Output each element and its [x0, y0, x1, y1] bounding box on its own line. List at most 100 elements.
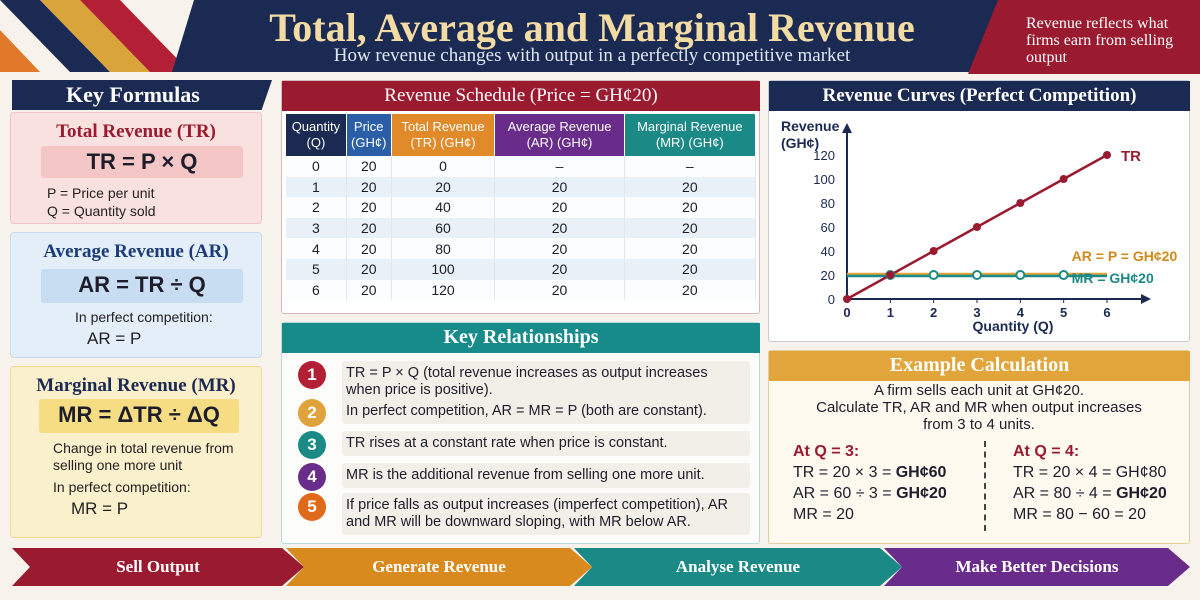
relationship-number-badge: 5 — [298, 493, 326, 521]
example-divider — [984, 441, 986, 531]
column-header-line: Average Revenue — [507, 119, 612, 134]
formula-title: Total Revenue (TR) — [56, 121, 216, 142]
data-point — [1015, 270, 1026, 280]
series-label: TR — [1121, 148, 1141, 165]
table-row: 3 20 60 20 20 — [286, 217, 757, 239]
example-result: GH¢20 — [896, 485, 947, 502]
formula-note: Q = Quantity sold — [47, 203, 156, 219]
column-header-line: (MR) (GH¢) — [655, 135, 724, 150]
formula-note: selling one more unit — [53, 457, 183, 473]
formula-note: Change in total revenue from — [53, 440, 234, 456]
y-axis-label: Revenue — [781, 118, 840, 134]
formula-equation: AR = TR ÷ Q — [41, 269, 243, 303]
table-cell: – — [624, 156, 757, 177]
revenue-curves-panel: Revenue Curves (Perfect Competition) Rev… — [768, 80, 1190, 342]
x-tick-label: 2 — [930, 305, 937, 320]
table-cell: 20 — [494, 238, 625, 259]
table-cell: 20 — [494, 217, 625, 239]
table-cell: 40 — [391, 197, 496, 218]
chart-title: Revenue Curves (Perfect Competition) — [769, 81, 1190, 111]
formula-card-tr: Total Revenue (TR) TR = P × Q P = Price … — [10, 112, 262, 224]
column-header-line: (Q) — [306, 135, 326, 150]
example-step: MR = 80 − 60 = 20 — [1013, 506, 1146, 523]
schedule-table: Quantity (Q) Price (GH¢) Total Revenue (TR) (… — [286, 114, 757, 301]
header-banner: Total, Average and Marginal Revenue How … — [172, 0, 1012, 72]
data-point — [1103, 151, 1111, 159]
table-cell: 3 — [286, 217, 347, 239]
decorative-stripes — [0, 0, 190, 72]
schedule-heading: Revenue Schedule (Price = GH¢20) — [282, 81, 760, 111]
example-intro-line: Calculate TR, AR and MR when output incr… — [816, 399, 1142, 416]
relationship-text: If price falls as output increases (impe… — [342, 493, 750, 535]
table-cell: 0 — [391, 156, 496, 177]
table-cell: 1 — [286, 176, 347, 198]
example-result: GH¢20 — [1116, 485, 1167, 502]
flow-step: Make Better Decisions — [884, 548, 1190, 586]
y-tick-label: 20 — [821, 268, 835, 283]
schedule-column-header: Average Revenue (AR) (GH¢) — [494, 114, 625, 156]
example-step: AR = 80 ÷ 4 = — [1013, 485, 1117, 502]
formula-equation: TR = P × Q — [41, 146, 243, 178]
table-cell: 2 — [286, 197, 347, 218]
data-point — [1059, 175, 1068, 183]
table-cell: 100 — [391, 258, 496, 280]
example-column-q4: At Q = 4: TR = 20 × 4 = GH¢80 AR = 80 ÷ … — [1013, 441, 1167, 525]
revenue-chart: Revenue(GH¢) Quantity (Q) 0 20 40 60 80 100 120 0… — [781, 118, 1178, 334]
schedule-column-header: Price (GH¢) — [346, 114, 392, 156]
table-cell: 6 — [286, 279, 347, 301]
table-cell: 20 — [624, 238, 757, 259]
example-step: MR = 20 — [793, 506, 854, 523]
table-cell: 4 — [286, 238, 347, 259]
example-step: TR = 20 × 3 = — [793, 464, 896, 481]
table-cell: 20 — [494, 176, 625, 198]
table-cell: 80 — [391, 238, 496, 259]
series-label: AR = P = GH¢20 — [1072, 248, 1178, 264]
table-cell: – — [494, 156, 625, 177]
data-point — [1016, 199, 1025, 207]
table-cell: 120 — [391, 279, 496, 301]
formula-note: In perfect competition: — [75, 309, 213, 325]
flow-step: Analyse Revenue — [574, 548, 902, 586]
x-axis-label: Quantity (Q) — [973, 318, 1054, 334]
column-header-line: (GH¢) — [351, 135, 387, 150]
y-tick-label: 120 — [813, 148, 835, 163]
example-result: GH¢80 — [1115, 464, 1167, 481]
example-result: GH¢60 — [895, 464, 947, 481]
y-tick-label: 0 — [828, 292, 835, 307]
table-cell: 20 — [346, 279, 392, 301]
example-intro-line: from 3 to 4 units. — [923, 416, 1035, 433]
column-header-line: Quantity — [291, 119, 341, 134]
table-cell: 20 — [494, 197, 625, 218]
relationship-text: MR is the additional revenue from sellin… — [342, 463, 750, 488]
relationship-text: TR = P × Q (total revenue increases as o… — [342, 361, 750, 403]
formula-note: MR = P — [71, 499, 129, 518]
example-calculation-panel: Example Calculation A firm sells each un… — [768, 350, 1190, 544]
formula-title: Average Revenue (AR) — [43, 241, 229, 262]
data-point — [886, 271, 895, 279]
column-header-line: Price — [353, 119, 384, 134]
example-column-head: At Q = 3: — [793, 443, 860, 460]
formula-card-ar: Average Revenue (AR) AR = TR ÷ Q In perf… — [10, 232, 262, 358]
flow-step: Generate Revenue — [286, 548, 592, 586]
table-cell: 60 — [391, 217, 496, 239]
example-column-head: At Q = 4: — [1013, 443, 1080, 460]
x-tick-label: 6 — [1103, 305, 1110, 320]
relationship-number-badge: 3 — [298, 431, 326, 459]
table-cell: 20 — [494, 279, 625, 301]
table-cell: 20 — [346, 217, 392, 239]
formula-note: P = Price per unit — [47, 185, 155, 201]
x-tick-label: 5 — [1060, 305, 1067, 320]
table-row: 0 20 0– – — [286, 156, 757, 177]
x-tick-label: 0 — [843, 305, 850, 320]
example-heading: Example Calculation — [769, 351, 1190, 381]
schedule-column-header: Quantity (Q) — [286, 114, 347, 156]
header-note: Revenue reflects what firms earn from se… — [968, 0, 1200, 74]
table-cell: 5 — [286, 258, 347, 280]
revenue-schedule-panel: Revenue Schedule (Price = GH¢20) Quantit… — [281, 80, 760, 314]
y-tick-label: 60 — [821, 220, 835, 235]
table-cell: 20 — [624, 258, 757, 280]
flow-step: Sell Output — [12, 548, 304, 586]
formula-equation: MR = ΔTR ÷ ΔQ — [39, 399, 239, 433]
relationship-number-badge: 2 — [298, 399, 326, 427]
table-row: 1 20 20 20 20 — [286, 176, 757, 198]
